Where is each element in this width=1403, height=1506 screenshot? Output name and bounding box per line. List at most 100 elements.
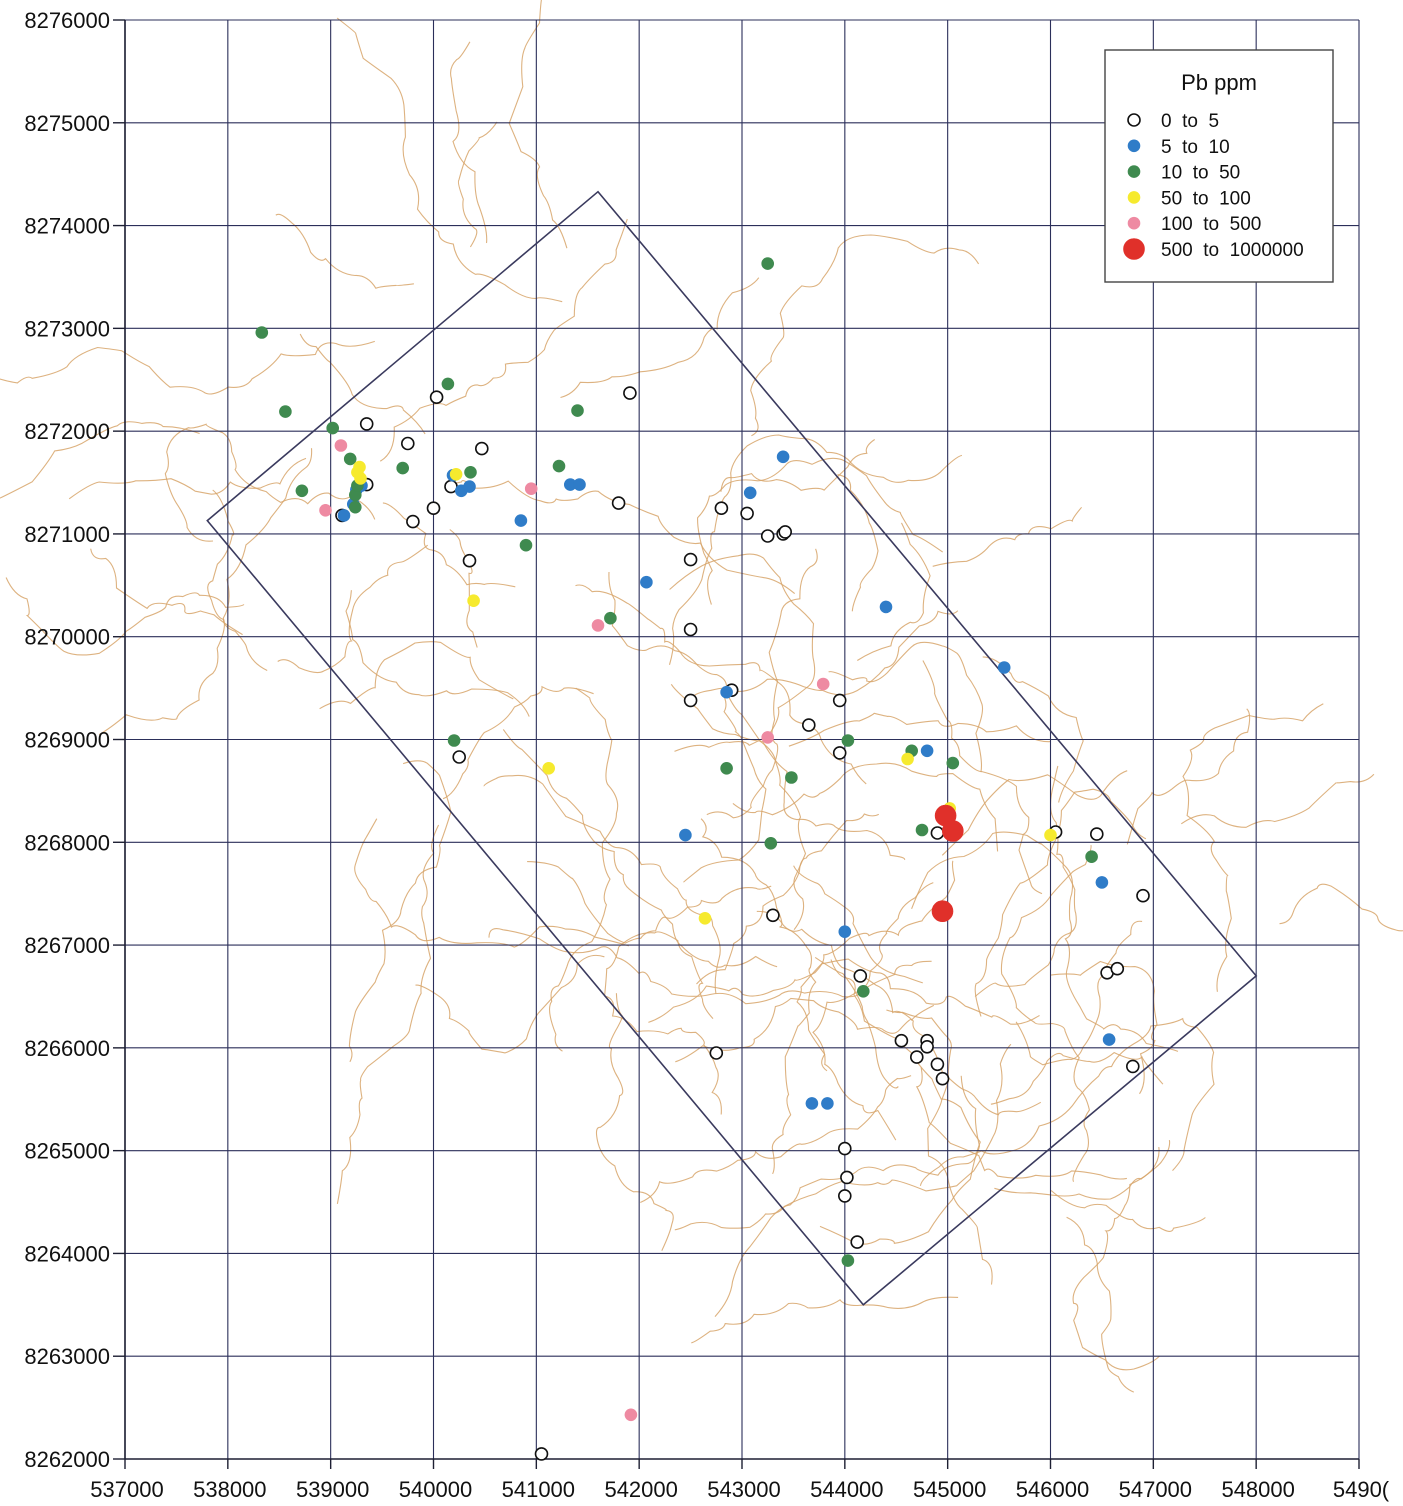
contour-line [68,457,307,500]
sample-point-c0 [406,514,420,529]
sample-point-c3 [1044,828,1057,842]
y-tick-labels: 8276000 8275000 8274000 8273000 8272000 82710… [24,8,110,1472]
contour-line [299,333,426,435]
contour-line [640,1075,912,1204]
y-tick-label: 8268000 [24,830,110,855]
sample-point-c0 [709,1046,724,1060]
sample-point-c0 [474,441,489,456]
contour-line [604,931,722,1115]
contour-line [0,340,375,395]
sample-point-c4 [591,619,605,632]
sample-point-c2 [720,761,733,775]
sample-point-c2 [841,1254,855,1267]
contour-line [982,656,1084,803]
contour-line [706,548,818,819]
sample-point-c0 [534,1447,549,1461]
sample-point-c4 [816,677,830,691]
sample-point-c0 [909,1050,924,1064]
sample-points [255,257,1150,1461]
contour-line [837,474,879,612]
x-tick-label: 539000 [296,1477,369,1502]
contour-line [442,685,594,800]
sample-point-c1 [679,828,692,842]
sample-point-c0 [801,718,816,732]
sample-point-c5 [931,900,954,923]
sample-point-c3 [351,465,364,479]
sample-point-c4 [334,439,348,452]
x-tick-label: 546000 [1016,1477,1089,1502]
contour-line [691,1296,959,1344]
contour-line [974,765,1077,997]
sample-point-c0 [683,693,698,708]
sample-point-c2 [785,771,798,784]
sample-point-c0 [853,969,868,983]
legend-marker [1127,216,1141,230]
y-tick-label: 8267000 [24,933,110,958]
contour-line [756,910,1042,1116]
contour-line [5,577,245,656]
contour-line [697,457,944,605]
sample-point-c1 [743,486,757,500]
contour-line [415,954,605,1054]
contour-line [732,762,999,852]
contour-line [382,502,516,588]
sample-point-c4 [624,1408,638,1422]
contour-line [1182,703,1324,992]
sample-point-c2 [1085,850,1098,864]
contour-line [1279,883,1403,932]
sample-point-c1 [920,744,934,758]
sample-point-c0 [837,1141,852,1156]
legend-label: 0 to 5 [1161,111,1219,132]
sample-point-c2 [946,756,960,770]
sample-point-c2 [326,421,340,435]
sample-point-c2 [764,836,778,850]
x-tick-label: 540000 [399,1477,472,1502]
legend-marker [1127,113,1141,127]
sample-point-c0 [1090,827,1104,841]
sample-point-c0 [740,506,754,521]
contour-line [700,818,817,1175]
sample-point-c1 [821,1097,834,1110]
y-tick-label: 8273000 [24,316,110,341]
sample-point-c2 [441,377,455,391]
y-tick-label: 8272000 [24,419,110,444]
legend-marker [1127,165,1141,178]
sample-point-c1 [720,685,733,699]
sample-point-c1 [640,575,653,589]
contour-line [1066,1216,1135,1393]
sample-point-c1 [1095,876,1109,889]
x-tick-label: 542000 [604,1477,677,1502]
sample-point-c2 [348,500,362,514]
sample-point-c2 [343,452,357,466]
sample-point-c3 [901,752,914,766]
sample-point-c5 [941,820,964,842]
sample-point-c0 [766,908,780,923]
contour-line [941,770,1128,856]
legend-label: 100 to 500 [1161,214,1261,235]
contour-line [336,17,563,303]
y-tick-label: 8266000 [24,1036,110,1061]
y-tick-label: 8274000 [24,214,110,239]
legend-title: Pb ppm [1181,70,1257,95]
sample-point-c1 [1102,1033,1116,1046]
sample-point-c2 [841,734,855,747]
y-tick-label: 8276000 [24,8,110,33]
sample-point-c0 [429,390,444,405]
sample-point-c2 [856,984,870,998]
sample-point-c0 [930,826,945,840]
contour-line [345,590,530,717]
sample-point-c0 [714,501,729,516]
sample-point-c2 [255,326,269,339]
legend: Pb ppm 0 to 5 5 to 10 10 to 50 50 to 100 100… [1104,49,1334,283]
x-tick-label: 547000 [1119,1477,1192,1502]
legend-marker [1123,238,1145,260]
contour-line [857,522,931,661]
sample-point-c1 [463,480,476,493]
contour-line [1050,1190,1206,1232]
sample-point-c3 [467,594,480,608]
sample-point-c0 [935,1071,950,1086]
sample-point-c0 [832,693,847,708]
sample-point-c2 [464,465,477,479]
sample-point-c0 [894,1033,909,1048]
